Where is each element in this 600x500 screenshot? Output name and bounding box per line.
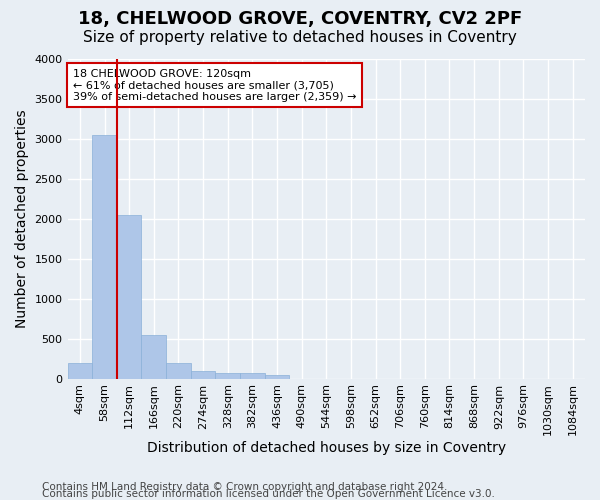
Bar	[265, 374, 289, 378]
Text: Size of property relative to detached houses in Coventry: Size of property relative to detached ho…	[83, 30, 517, 45]
Bar	[215, 372, 240, 378]
Text: Contains HM Land Registry data © Crown copyright and database right 2024.: Contains HM Land Registry data © Crown c…	[42, 482, 448, 492]
Text: 18 CHELWOOD GROVE: 120sqm
← 61% of detached houses are smaller (3,705)
39% of se: 18 CHELWOOD GROVE: 120sqm ← 61% of detac…	[73, 68, 356, 102]
Bar	[142, 334, 166, 378]
Bar	[191, 370, 215, 378]
Bar	[117, 215, 142, 378]
X-axis label: Distribution of detached houses by size in Coventry: Distribution of detached houses by size …	[147, 441, 506, 455]
Bar	[68, 362, 92, 378]
Bar	[240, 372, 265, 378]
Bar	[92, 135, 117, 378]
Text: 18, CHELWOOD GROVE, COVENTRY, CV2 2PF: 18, CHELWOOD GROVE, COVENTRY, CV2 2PF	[78, 10, 522, 28]
Bar	[166, 362, 191, 378]
Text: Contains public sector information licensed under the Open Government Licence v3: Contains public sector information licen…	[42, 489, 495, 499]
Y-axis label: Number of detached properties: Number of detached properties	[15, 110, 29, 328]
